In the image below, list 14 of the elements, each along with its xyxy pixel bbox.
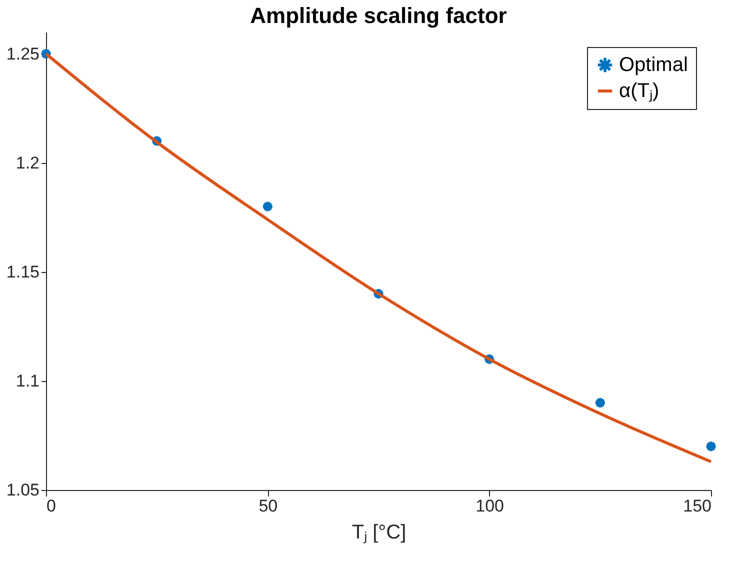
x-tick-label: 100 <box>476 496 504 516</box>
x-tick-label: 0 <box>46 496 56 516</box>
line-series <box>44 52 712 464</box>
legend-label: Optimal <box>619 54 688 76</box>
x-axis-title: Tⱼ [°C] <box>352 522 406 544</box>
y-tick-label: 1.05 <box>6 480 40 500</box>
y-tick-label: 1.25 <box>6 44 40 64</box>
x-tick-label: 150 <box>683 496 712 516</box>
y-tick-label: 1.2 <box>16 153 40 172</box>
y-tick-label: 1.1 <box>16 371 40 390</box>
legend-label: α(Tⱼ) <box>619 80 660 102</box>
x-tick-label: 50 <box>258 496 278 516</box>
chart-title: Amplitude scaling factor <box>250 3 508 28</box>
y-tick-label: 1.15 <box>6 262 40 282</box>
